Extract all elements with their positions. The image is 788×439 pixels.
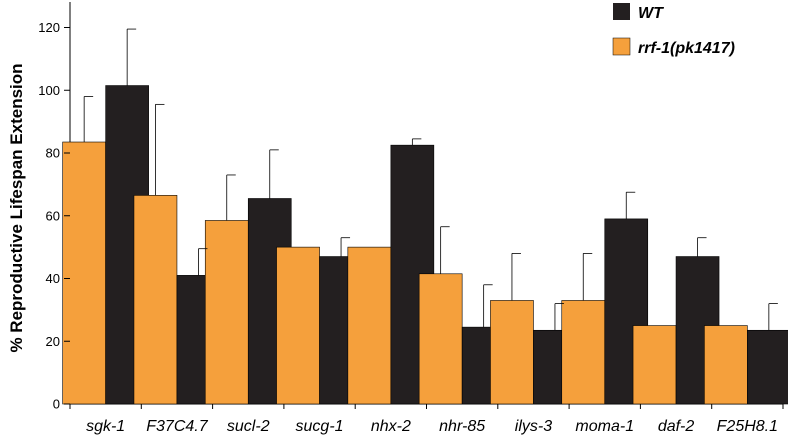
legend-swatch-wt xyxy=(613,3,630,20)
bars xyxy=(62,85,788,405)
bar-rrf1 xyxy=(133,195,178,405)
y-tick-label: 40 xyxy=(46,271,60,286)
x-tick-label: sucg-1 xyxy=(296,418,344,435)
bar-rrf1 xyxy=(632,325,677,405)
x-tick-label: nhr-85 xyxy=(439,418,485,435)
x-tick-label: F25H8.1 xyxy=(717,418,778,435)
legend: WT rrf-1(pk1417) xyxy=(612,3,735,57)
bar-wt xyxy=(747,329,788,405)
bar-rrf1 xyxy=(62,141,106,405)
y-tick-label: 60 xyxy=(46,208,60,223)
x-tick-label: nhx-2 xyxy=(371,418,411,435)
legend-label-rrf1: rrf-1(pk1417) xyxy=(638,40,735,57)
bar-rrf1 xyxy=(347,246,392,405)
y-tick-label: 0 xyxy=(53,397,60,412)
bar-rrf1 xyxy=(704,325,748,405)
y-tick-label: 20 xyxy=(46,334,60,349)
y-tick-label: 80 xyxy=(46,146,60,161)
x-tick-label: moma-1 xyxy=(575,418,634,435)
bar-rrf1 xyxy=(561,300,606,405)
bar-rrf1 xyxy=(276,246,320,405)
y-ticks: 0 20 40 60 80 100 120 xyxy=(38,20,70,412)
legend-label-wt: WT xyxy=(638,5,664,22)
x-tick-labels: sgk-1 F37C4.7 sucl-2 sucg-1 nhx-2 nhr-85 ilys-… xyxy=(86,418,778,435)
y-axis-label: % Reproductive Lifespan Extension xyxy=(7,63,26,352)
x-tick-label: F37C4.7 xyxy=(146,418,208,435)
bar-rrf1 xyxy=(204,220,249,405)
bar-rrf1 xyxy=(490,300,534,405)
y-tick-label: 100 xyxy=(38,83,60,98)
y-tick-label: 120 xyxy=(38,20,60,35)
x-tick-label: sgk-1 xyxy=(86,418,125,435)
bar-rrf1 xyxy=(418,273,463,405)
x-tick-label: ilys-3 xyxy=(515,418,552,435)
x-tick-label: sucl-2 xyxy=(227,418,270,435)
x-tick-label: daf-2 xyxy=(658,418,695,435)
error-bars xyxy=(83,28,778,331)
legend-swatch-rrf1 xyxy=(612,37,631,56)
